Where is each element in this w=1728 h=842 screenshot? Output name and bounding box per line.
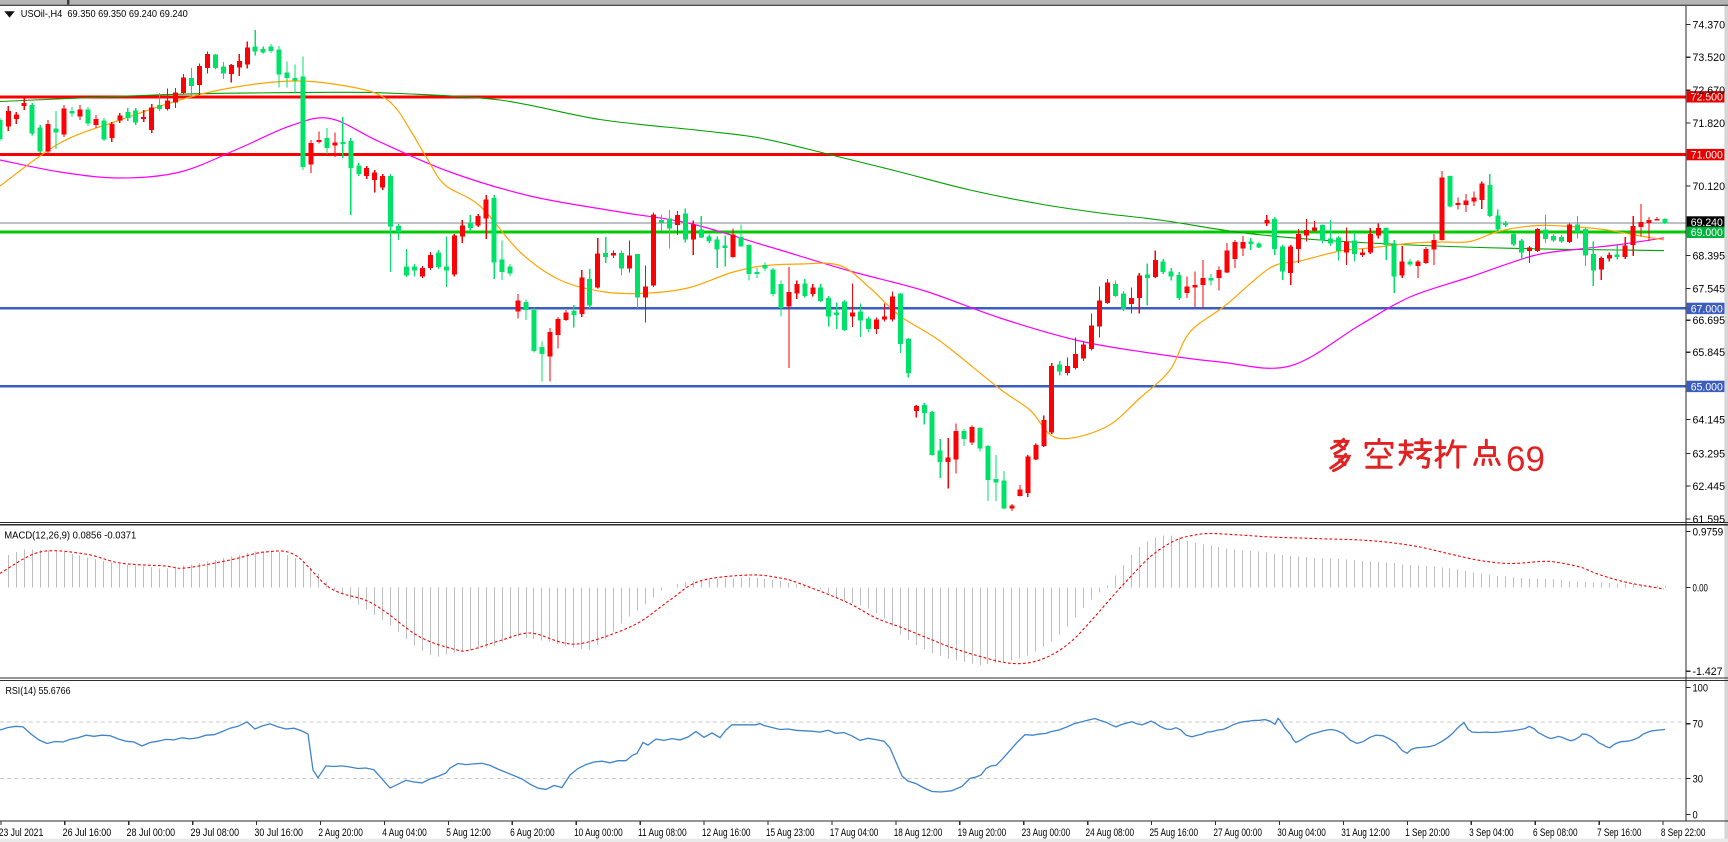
svg-text:61.595: 61.595 [1693, 514, 1726, 526]
svg-text:100: 100 [1693, 682, 1709, 694]
svg-text:69.000: 69.000 [1691, 227, 1723, 239]
svg-text:65.845: 65.845 [1693, 347, 1726, 359]
svg-text:12 Aug 16:00: 12 Aug 16:00 [702, 827, 751, 839]
svg-text:64.145: 64.145 [1693, 414, 1726, 426]
svg-text:15 Aug 23:00: 15 Aug 23:00 [766, 827, 815, 839]
svg-text:71.000: 71.000 [1691, 150, 1723, 162]
svg-text:4 Aug 04:00: 4 Aug 04:00 [382, 827, 427, 839]
svg-text:62.445: 62.445 [1693, 481, 1726, 493]
svg-text:6 Sep 08:00: 6 Sep 08:00 [1533, 827, 1578, 839]
svg-text:2 Aug 20:00: 2 Aug 20:00 [318, 827, 363, 839]
svg-text:11 Aug 08:00: 11 Aug 08:00 [638, 827, 687, 839]
svg-text:1 Sep 20:00: 1 Sep 20:00 [1405, 827, 1450, 839]
svg-text:3 Sep 04:00: 3 Sep 04:00 [1469, 827, 1514, 839]
svg-text:28 Jul 00:00: 28 Jul 00:00 [127, 827, 176, 839]
svg-text:67.000: 67.000 [1691, 303, 1723, 315]
svg-text:26 Jul 16:00: 26 Jul 16:00 [63, 827, 112, 839]
svg-text:66.695: 66.695 [1693, 315, 1726, 327]
svg-text:5 Aug 12:00: 5 Aug 12:00 [446, 827, 491, 839]
svg-text:10 Aug 00:00: 10 Aug 00:00 [574, 827, 623, 839]
svg-text:7 Sep 16:00: 7 Sep 16:00 [1597, 827, 1642, 839]
svg-text:24 Aug 08:00: 24 Aug 08:00 [1086, 827, 1135, 839]
svg-text:29 Jul 08:00: 29 Jul 08:00 [190, 827, 239, 839]
svg-text:-1.427: -1.427 [1693, 666, 1723, 678]
svg-text:72.670: 72.670 [1693, 85, 1726, 97]
svg-text:72.500: 72.500 [1691, 92, 1723, 104]
svg-text:MACD(12,26,9) 0.0856 -0.0371: MACD(12,26,9) 0.0856 -0.0371 [4, 531, 136, 542]
svg-text:RSI(14) 55.6766: RSI(14) 55.6766 [6, 686, 71, 697]
svg-text:68.395: 68.395 [1693, 250, 1726, 262]
svg-text:30: 30 [1693, 773, 1704, 785]
svg-text:63.295: 63.295 [1693, 448, 1726, 460]
svg-text:USOil-,H4 69.350 69.350 69.24: USOil-,H4 69.350 69.350 69.240 69.240 [21, 9, 188, 20]
svg-text:23 Aug 00:00: 23 Aug 00:00 [1022, 827, 1071, 839]
svg-text:18 Aug 12:00: 18 Aug 12:00 [894, 827, 943, 839]
svg-text:0: 0 [1693, 809, 1698, 821]
svg-text:0.00: 0.00 [1693, 582, 1708, 594]
svg-text:70: 70 [1693, 719, 1704, 731]
svg-text:70.120: 70.120 [1693, 181, 1726, 193]
svg-text:25 Aug 16:00: 25 Aug 16:00 [1149, 827, 1198, 839]
svg-text:31 Aug 12:00: 31 Aug 12:00 [1341, 827, 1390, 839]
svg-text:23 Jul 2021: 23 Jul 2021 [0, 827, 43, 839]
svg-text:30 Aug 04:00: 30 Aug 04:00 [1277, 827, 1326, 839]
svg-text:30 Jul 16:00: 30 Jul 16:00 [254, 827, 303, 839]
svg-text:0.9759: 0.9759 [1693, 526, 1724, 538]
svg-text:73.520: 73.520 [1693, 52, 1726, 64]
svg-text:8 Sep 22:00: 8 Sep 22:00 [1661, 827, 1706, 839]
svg-text:71.820: 71.820 [1693, 118, 1726, 130]
svg-text:65.000: 65.000 [1691, 381, 1723, 393]
svg-text:6 Aug 20:00: 6 Aug 20:00 [510, 827, 555, 839]
svg-text:19 Aug 20:00: 19 Aug 20:00 [958, 827, 1007, 839]
svg-text:69: 69 [1506, 440, 1545, 479]
svg-text:27 Aug 00:00: 27 Aug 00:00 [1213, 827, 1262, 839]
svg-text:69.240: 69.240 [1691, 217, 1723, 229]
svg-text:17 Aug 04:00: 17 Aug 04:00 [830, 827, 879, 839]
svg-text:67.545: 67.545 [1693, 283, 1726, 295]
svg-text:74.370: 74.370 [1693, 19, 1726, 31]
